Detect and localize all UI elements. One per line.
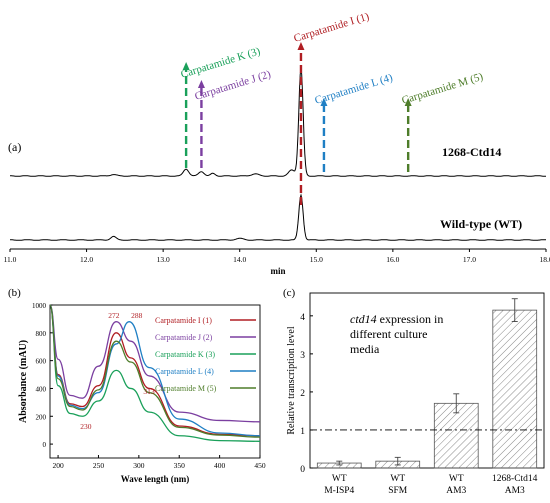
panel-a-x-tick-label: 16.0 xyxy=(386,255,399,264)
category-label-line1: WT xyxy=(449,474,464,484)
peak-arrowhead-2 xyxy=(197,80,205,88)
trace-label-wild-type: Wild-type (WT) xyxy=(440,217,522,231)
spectrum-3 xyxy=(49,304,261,442)
trace-1268-ctd14 xyxy=(10,67,546,177)
panel-b-x-tick-label: 250 xyxy=(93,461,105,470)
panel-b-y-tick-label: 600 xyxy=(36,358,47,366)
panel-c-title-line3: media xyxy=(350,342,380,356)
trace-wild-type xyxy=(10,193,547,241)
panel-b-y-tick-label: 400 xyxy=(36,385,47,393)
panel-a-x-tick-label: 14.0 xyxy=(233,255,246,264)
panel-b-y-axis-label: Absorbance (mAU) xyxy=(18,340,29,423)
legend-label: Carpatamide I (1) xyxy=(155,316,212,325)
trace-label-1268-ctd14: 1268-Ctd14 xyxy=(442,145,501,159)
panel-b-x-tick-label: 350 xyxy=(174,461,186,470)
peak-label-4: Carpatamide L (4) xyxy=(313,72,394,107)
panel-b-uv-spectra: (b) 0 200 400 600 800 1000 200 250 300 350 400 450 Wa… xyxy=(8,287,266,484)
panel-c-label: (c) xyxy=(283,287,296,299)
panel-b-x-tick-label: 300 xyxy=(133,461,145,470)
panel-b-x-axis-label: Wave length (nm) xyxy=(121,474,190,484)
spectrum-annotation: 230 xyxy=(80,422,92,431)
panel-a-chromatogram: (a) 1268-Ctd14 Wild-type (WT) 11.0 12.0 13.0 1… xyxy=(4,10,550,276)
legend-label: Carpatamide K (3) xyxy=(155,350,215,359)
peak-label-3: Carpatamide I (1) xyxy=(292,10,371,44)
panel-b-x-tick-label: 200 xyxy=(52,461,64,470)
panel-c-y-tick-label: 0 xyxy=(300,465,305,475)
peak-arrowhead-4 xyxy=(320,98,328,106)
panel-a-label: (a) xyxy=(8,140,21,154)
legend-label: Carpatamide M (5) xyxy=(155,384,217,393)
spectrum-annotation: 272 xyxy=(108,311,120,320)
spectrum-annotation: 313 xyxy=(143,387,155,396)
category-label-line1: WT xyxy=(390,474,405,484)
legend-label: Carpatamide L (4) xyxy=(155,367,214,376)
peak-arrowhead-1 xyxy=(182,62,190,70)
peak-arrowhead-5 xyxy=(404,98,412,106)
panel-b-y-tick-label: 800 xyxy=(36,330,47,338)
bar-3 xyxy=(433,402,479,469)
panel-b-y-tick-label: 0 xyxy=(43,441,47,449)
panel-b-y-tick-label: 1000 xyxy=(32,302,47,310)
bar-4 xyxy=(492,309,538,469)
spectrum-5 xyxy=(49,304,261,438)
category-label-line1: WT xyxy=(332,474,347,484)
panel-a-x-tick-label: 12.0 xyxy=(80,255,93,264)
panel-a-x-tick-label: 18.0 xyxy=(539,255,550,264)
panel-c-y-tick-label: 1 xyxy=(300,427,305,437)
panel-a-x-tick-label: 11.0 xyxy=(4,255,17,264)
panel-c-frame xyxy=(309,292,545,469)
legend-label: Carpatamide J (2) xyxy=(155,333,213,342)
panel-c-title-gene: ctd14 xyxy=(350,312,377,326)
spectrum-annotation: 288 xyxy=(131,311,143,320)
category-label-line1: 1268-Ctd14 xyxy=(492,474,538,484)
peak-arrowhead-3 xyxy=(297,42,305,50)
panel-b-frame xyxy=(49,304,261,459)
panel-c-title-line1: ctd14 expression in xyxy=(350,312,443,326)
peak-label-5: Carpatamide M (5) xyxy=(400,71,484,107)
panel-c-y-tick-label: 2 xyxy=(300,389,305,399)
panel-a-x-tick-label: 15.0 xyxy=(310,255,323,264)
panel-a-x-tick-label: 13.0 xyxy=(157,255,170,264)
category-label-line2: AM3 xyxy=(446,486,466,496)
panel-c-y-axis-label: Relative transcription level xyxy=(286,326,297,435)
category-label-line2: SFM xyxy=(388,486,408,496)
spectrum-2 xyxy=(49,304,261,423)
panel-b-x-tick-label: 450 xyxy=(254,461,266,470)
panel-a-x-axis-label: min xyxy=(270,266,285,276)
panel-c-title-line2: different culture xyxy=(350,327,427,341)
panel-c-title-rest: expression in xyxy=(377,312,444,326)
panel-c-y-tick-label: 3 xyxy=(300,351,305,361)
panel-b-label: (b) xyxy=(8,287,21,299)
panel-a-x-tick-label: 17.0 xyxy=(463,255,476,264)
category-label-line2: M-ISP4 xyxy=(324,486,354,496)
category-label-line2: AM3 xyxy=(505,486,525,496)
panel-c-y-tick-label: 4 xyxy=(300,313,305,323)
panel-b-y-tick-label: 200 xyxy=(36,413,47,421)
panel-b-x-tick-label: 400 xyxy=(214,461,226,470)
